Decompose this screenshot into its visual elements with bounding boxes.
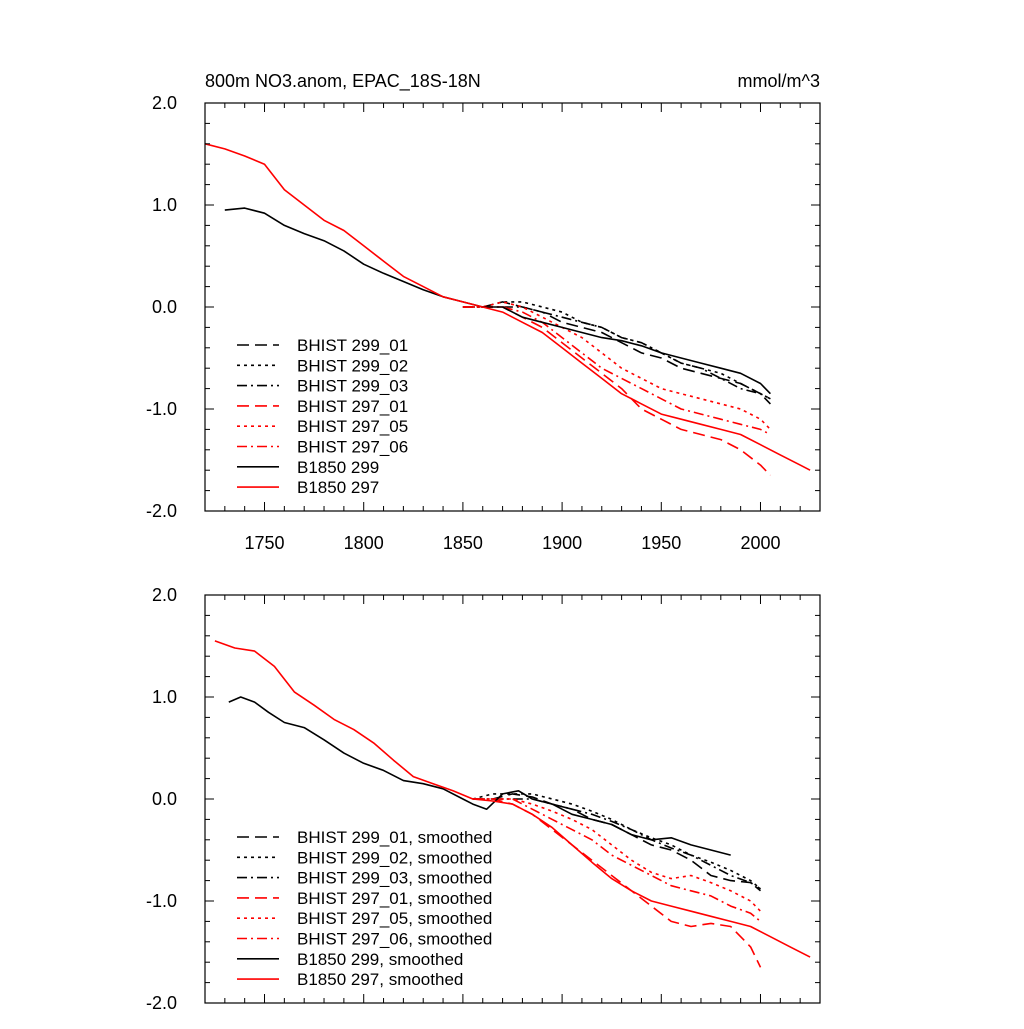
y-tick-label: 1.0: [152, 195, 177, 215]
y-tick-label: 0.0: [152, 297, 177, 317]
series-line-0-1: [462, 301, 771, 400]
legend-label: B1850 297, smoothed: [297, 970, 463, 989]
y-tick-label: -2.0: [146, 993, 177, 1013]
series-line-1-4: [472, 798, 762, 912]
legend-label: BHIST 299_02: [297, 356, 408, 375]
x-tick-label: 1750: [244, 533, 284, 553]
legend-label: B1850 297: [297, 478, 379, 497]
series-line-1-5: [472, 798, 762, 923]
y-tick-label: 2.0: [152, 585, 177, 605]
legend-label: BHIST 299_03, smoothed: [297, 869, 492, 888]
legend-label: BHIST 299_01: [297, 336, 408, 355]
legend-label: BHIST 299_02, smoothed: [297, 848, 492, 867]
series-line-0-0: [462, 301, 771, 400]
legend-label: BHIST 299_03: [297, 377, 408, 396]
y-tick-label: -1.0: [146, 891, 177, 911]
series-line-0-6: [224, 207, 771, 395]
x-tick-label: 1900: [542, 533, 582, 553]
series-line-1-1: [472, 793, 762, 890]
series-line-1-6: [228, 696, 731, 856]
y-tick-label: 1.0: [152, 687, 177, 707]
series-line-0-3: [462, 306, 771, 476]
series-line-0-2: [462, 306, 771, 405]
y-tick-label: -1.0: [146, 399, 177, 419]
y-tick-label: -2.0: [146, 501, 177, 521]
legend-label: BHIST 297_05: [297, 417, 408, 436]
chart-units: mmol/m^3: [738, 71, 820, 91]
legend-label: B1850 299: [297, 458, 379, 477]
x-tick-label: 1800: [344, 533, 384, 553]
legend-label: BHIST 297_01, smoothed: [297, 889, 492, 908]
legend-label: B1850 299, smoothed: [297, 950, 463, 969]
series-line-1-2: [472, 798, 762, 892]
legend-label: BHIST 297_01: [297, 397, 408, 416]
series-line-1-3: [472, 798, 762, 968]
legend-label: BHIST 297_06, smoothed: [297, 930, 492, 949]
y-tick-label: 0.0: [152, 789, 177, 809]
legend-label: BHIST 299_01, smoothed: [297, 828, 492, 847]
series-line-0-4: [462, 301, 771, 430]
y-tick-label: 2.0: [152, 93, 177, 113]
series-line-1-0: [472, 793, 761, 890]
x-tick-label: 1950: [641, 533, 681, 553]
legend-label: BHIST 297_05, smoothed: [297, 909, 492, 928]
x-tick-label: 2000: [740, 533, 780, 553]
top-panel: 1750 1800 1850 1900 1950 2000 2.0 1.0 0.0 -1.0 -2.…: [146, 93, 821, 553]
chart-title: 800m NO3.anom, EPAC_18S-18N: [205, 71, 481, 92]
series-line-1-7: [214, 640, 811, 958]
series-line-0-7: [204, 143, 811, 471]
x-tick-label: 1850: [443, 533, 483, 553]
legend-label: BHIST 297_06: [297, 438, 408, 457]
series-line-0-5: [462, 306, 771, 436]
